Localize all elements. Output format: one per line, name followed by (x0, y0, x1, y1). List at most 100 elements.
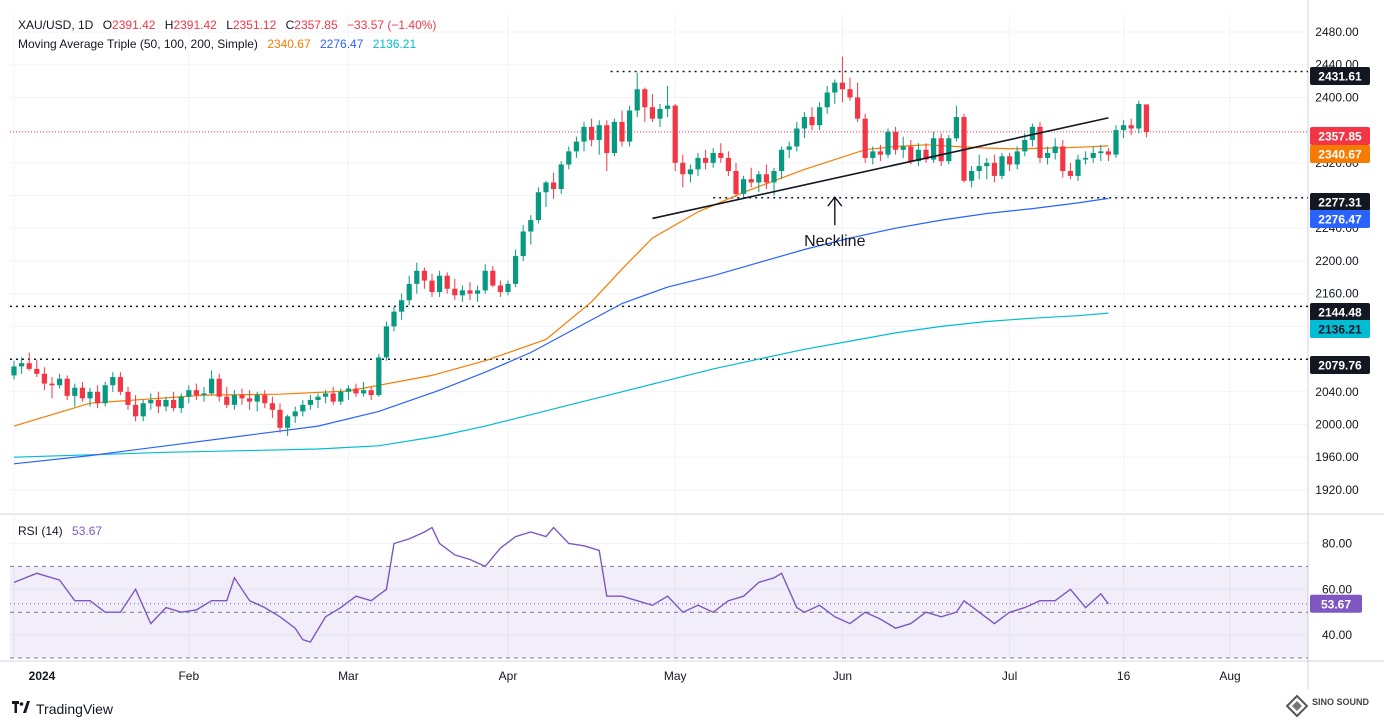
candle-body (794, 128, 800, 147)
candle-body (444, 275, 450, 289)
ma100-value: 2276.47 (320, 37, 364, 51)
candle-body (809, 117, 815, 126)
candle-body (718, 153, 724, 158)
candle-body (687, 169, 693, 175)
price-axis-badge: 2340.67 (1310, 145, 1370, 163)
neckline-trendline (652, 117, 1109, 220)
price-axis-badge: 2431.61 (1310, 67, 1370, 85)
candle-body (467, 290, 473, 294)
rsi-tick-label: 60.00 (1322, 582, 1352, 596)
candle-body (969, 171, 975, 181)
candle-body (315, 396, 321, 400)
candle-body (330, 393, 336, 402)
price-axis-badge-text: 2144.48 (1318, 306, 1362, 320)
candle-body (1007, 156, 1013, 165)
open-label: O (102, 18, 113, 32)
time-axis-label: Jul (1002, 669, 1017, 683)
candle-body (520, 231, 526, 257)
candle-body (817, 107, 823, 126)
candle-body (277, 409, 283, 428)
symbol-label[interactable]: XAU/USD, 1D (18, 18, 94, 32)
price-axis-badge: 2357.85 (1310, 127, 1370, 145)
candle-body (505, 283, 511, 293)
candle-body (786, 146, 792, 150)
candle-body (1067, 171, 1073, 176)
watermark: SINO SOUND (1286, 693, 1376, 719)
candle-body (923, 149, 929, 160)
price-axis-badge-text: 2277.31 (1318, 196, 1362, 210)
price-axis-badge: 2079.76 (1310, 356, 1370, 374)
candle-body (611, 121, 617, 154)
candle-body (862, 118, 868, 158)
candle-body (345, 388, 351, 392)
grid (10, 14, 1308, 658)
ma200-value: 2136.21 (372, 37, 417, 51)
price-axis-badge-text: 2357.85 (1318, 130, 1362, 144)
candle-body (581, 126, 587, 142)
candle-body (589, 126, 595, 140)
candle-body (1060, 146, 1066, 172)
candle-body (353, 388, 359, 394)
rsi-label[interactable]: RSI (14) (18, 524, 63, 538)
candle-body (193, 390, 199, 396)
candle-body (117, 377, 123, 392)
candle-body (224, 396, 230, 405)
candle-body (877, 151, 883, 155)
candle-body (756, 174, 762, 183)
candle-body (186, 390, 192, 397)
price-tick-label: 2160.00 (1315, 287, 1359, 301)
candle-body (847, 89, 853, 98)
candle-body (414, 270, 420, 284)
candle-body (870, 151, 876, 158)
tradingview-brand[interactable]: TradingView (12, 700, 113, 718)
candle-body (209, 378, 215, 394)
price-tick-label: 2040.00 (1315, 385, 1359, 399)
candle-body (573, 141, 579, 152)
high-value: 2391.42 (173, 18, 217, 32)
rsi-axis-badge-text: 53.67 (1321, 597, 1351, 611)
rsi-tick-label: 80.00 (1322, 536, 1352, 550)
candle-body (110, 377, 116, 386)
candle-body (1083, 157, 1089, 160)
candle-body (946, 138, 952, 162)
candle-body (497, 285, 503, 293)
candle-body (452, 288, 458, 296)
low-label: L (226, 18, 233, 32)
candle-body (155, 399, 161, 407)
candle-body (391, 311, 397, 327)
candle-body (543, 182, 549, 193)
candle-body (429, 280, 435, 293)
candle-body (1045, 153, 1051, 158)
tradingview-logo-icon (12, 700, 30, 718)
candle-body (247, 398, 253, 402)
price-axis-badge-bg (1310, 303, 1370, 321)
candle-body (657, 108, 663, 119)
candle-body (1029, 126, 1035, 140)
high-label: H (164, 18, 174, 32)
price-axis-badge-text: 2340.67 (1318, 148, 1362, 162)
rsi-value: 53.67 (72, 524, 103, 538)
candle-body (566, 151, 572, 165)
ma200-line (13, 312, 1109, 458)
close-label: C (285, 18, 295, 32)
candle-body (300, 404, 306, 412)
ma-label[interactable]: Moving Average Triple (50, 100, 200, Sim… (18, 37, 258, 51)
price-axis-badge-bg (1310, 356, 1370, 374)
candle-body (596, 125, 602, 140)
candle-body (672, 105, 678, 163)
price-tick-label: 2000.00 (1315, 418, 1359, 432)
price-axis-badge: 2144.48 (1310, 303, 1370, 321)
candle-body (102, 385, 108, 404)
tradingview-label: TradingView (36, 701, 114, 717)
neckline-arrow-icon (827, 196, 843, 226)
candle-body (64, 378, 70, 396)
price-tick-label: 1960.00 (1315, 450, 1359, 464)
time-axis-label: 2024 (29, 669, 56, 683)
candle-body (885, 131, 891, 155)
candle-body (376, 357, 382, 396)
candle-body (72, 387, 78, 396)
open-value: 2391.42 (112, 18, 156, 32)
candle-body (125, 391, 131, 405)
candle-body (1090, 153, 1096, 158)
